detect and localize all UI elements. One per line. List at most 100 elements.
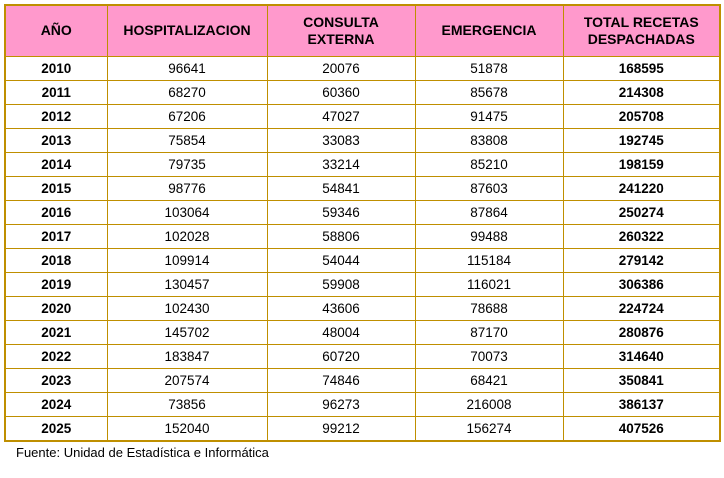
cell-total: 250274 [562,200,721,225]
cell-emergencia: 70073 [414,344,564,369]
recetas-despachadas-table: AÑO HOSPITALIZACION CONSULTA EXTERNA EME… [4,4,721,442]
table-body: 2010 96641 20076 51878 168595 2011 68270 60360 8… [4,56,721,442]
cell-hospitalizacion: 130457 [106,272,268,297]
cell-year: 2023 [4,368,108,393]
cell-consulta-externa: 96273 [266,392,416,417]
cell-hospitalizacion: 103064 [106,200,268,225]
cell-hospitalizacion: 67206 [106,104,268,129]
cell-year: 2020 [4,296,108,321]
source-note: Fuente: Unidad de Estadística e Informát… [16,445,269,460]
cell-total: 198159 [562,152,721,177]
cell-year: 2011 [4,80,108,105]
cell-year: 2022 [4,344,108,369]
cell-emergencia: 156274 [414,416,564,442]
cell-year: 2021 [4,320,108,345]
cell-total: 214308 [562,80,721,105]
table-row: 2015 98776 54841 87603 241220 [4,176,721,201]
cell-consulta-externa: 54841 [266,176,416,201]
cell-total: 205708 [562,104,721,129]
cell-emergencia: 216008 [414,392,564,417]
cell-consulta-externa: 43606 [266,296,416,321]
cell-year: 2025 [4,416,108,442]
cell-consulta-externa: 54044 [266,248,416,273]
cell-year: 2019 [4,272,108,297]
cell-hospitalizacion: 109914 [106,248,268,273]
cell-total: 279142 [562,248,721,273]
table-row: 2017 102028 58806 99488 260322 [4,224,721,249]
cell-total: 314640 [562,344,721,369]
cell-year: 2013 [4,128,108,153]
cell-consulta-externa: 74846 [266,368,416,393]
cell-hospitalizacion: 98776 [106,176,268,201]
cell-emergencia: 78688 [414,296,564,321]
cell-consulta-externa: 47027 [266,104,416,129]
table-row: 2011 68270 60360 85678 214308 [4,80,721,105]
header-year: AÑO [4,4,108,57]
cell-hospitalizacion: 207574 [106,368,268,393]
header-total-recetas: TOTAL RECETAS DESPACHADAS [562,4,721,57]
cell-total: 224724 [562,296,721,321]
cell-total: 260322 [562,224,721,249]
cell-total: 241220 [562,176,721,201]
cell-year: 2017 [4,224,108,249]
cell-emergencia: 87864 [414,200,564,225]
cell-emergencia: 87170 [414,320,564,345]
cell-consulta-externa: 33083 [266,128,416,153]
header-consulta-externa: CONSULTA EXTERNA [266,4,416,57]
cell-hospitalizacion: 145702 [106,320,268,345]
cell-consulta-externa: 59908 [266,272,416,297]
cell-consulta-externa: 20076 [266,56,416,81]
cell-year: 2012 [4,104,108,129]
table-row: 2023 207574 74846 68421 350841 [4,368,721,393]
cell-total: 407526 [562,416,721,442]
cell-total: 168595 [562,56,721,81]
cell-emergencia: 83808 [414,128,564,153]
table-row: 2012 67206 47027 91475 205708 [4,104,721,129]
cell-consulta-externa: 60720 [266,344,416,369]
cell-hospitalizacion: 183847 [106,344,268,369]
table-row: 2018 109914 54044 115184 279142 [4,248,721,273]
cell-hospitalizacion: 152040 [106,416,268,442]
cell-hospitalizacion: 96641 [106,56,268,81]
cell-year: 2015 [4,176,108,201]
cell-total: 306386 [562,272,721,297]
cell-total: 386137 [562,392,721,417]
table-row: 2021 145702 48004 87170 280876 [4,320,721,345]
cell-emergencia: 85210 [414,152,564,177]
cell-hospitalizacion: 102430 [106,296,268,321]
table-row: 2013 75854 33083 83808 192745 [4,128,721,153]
cell-emergencia: 91475 [414,104,564,129]
cell-year: 2024 [4,392,108,417]
cell-consulta-externa: 58806 [266,224,416,249]
cell-consulta-externa: 48004 [266,320,416,345]
cell-hospitalizacion: 75854 [106,128,268,153]
cell-hospitalizacion: 79735 [106,152,268,177]
table-row: 2024 73856 96273 216008 386137 [4,392,721,417]
cell-consulta-externa: 60360 [266,80,416,105]
table-row: 2020 102430 43606 78688 224724 [4,296,721,321]
cell-year: 2010 [4,56,108,81]
cell-consulta-externa: 99212 [266,416,416,442]
cell-total: 350841 [562,368,721,393]
cell-emergencia: 115184 [414,248,564,273]
header-row: AÑO HOSPITALIZACION CONSULTA EXTERNA EME… [4,4,721,57]
cell-year: 2016 [4,200,108,225]
table-row: 2016 103064 59346 87864 250274 [4,200,721,225]
cell-emergencia: 85678 [414,80,564,105]
cell-year: 2014 [4,152,108,177]
cell-year: 2018 [4,248,108,273]
cell-total: 192745 [562,128,721,153]
table-row: 2025 152040 99212 156274 407526 [4,416,721,442]
header-hospitalizacion: HOSPITALIZACION [106,4,268,57]
cell-emergencia: 87603 [414,176,564,201]
table-row: 2010 96641 20076 51878 168595 [4,56,721,81]
cell-hospitalizacion: 102028 [106,224,268,249]
cell-consulta-externa: 33214 [266,152,416,177]
table-row: 2022 183847 60720 70073 314640 [4,344,721,369]
cell-emergencia: 51878 [414,56,564,81]
cell-emergencia: 116021 [414,272,564,297]
page: AÑO HOSPITALIZACION CONSULTA EXTERNA EME… [4,4,721,460]
header-emergencia: EMERGENCIA [414,4,564,57]
cell-emergencia: 68421 [414,368,564,393]
table-row: 2019 130457 59908 116021 306386 [4,272,721,297]
